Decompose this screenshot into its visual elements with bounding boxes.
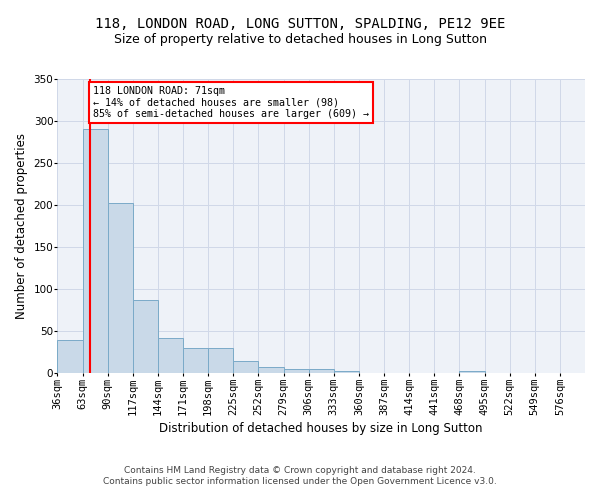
Bar xyxy=(58,340,83,374)
Bar xyxy=(334,371,359,374)
Text: 118, LONDON ROAD, LONG SUTTON, SPALDING, PE12 9EE: 118, LONDON ROAD, LONG SUTTON, SPALDING,… xyxy=(95,18,505,32)
Bar xyxy=(83,130,108,374)
Bar xyxy=(259,366,284,374)
Text: Contains public sector information licensed under the Open Government Licence v3: Contains public sector information licen… xyxy=(103,477,497,486)
Y-axis label: Number of detached properties: Number of detached properties xyxy=(15,133,28,319)
Bar xyxy=(208,348,233,374)
Text: Contains HM Land Registry data © Crown copyright and database right 2024.: Contains HM Land Registry data © Crown c… xyxy=(124,466,476,475)
Text: Size of property relative to detached houses in Long Sutton: Size of property relative to detached ho… xyxy=(113,32,487,46)
Bar xyxy=(158,338,183,374)
X-axis label: Distribution of detached houses by size in Long Sutton: Distribution of detached houses by size … xyxy=(160,422,483,435)
Text: 118 LONDON ROAD: 71sqm
← 14% of detached houses are smaller (98)
85% of semi-det: 118 LONDON ROAD: 71sqm ← 14% of detached… xyxy=(93,86,369,119)
Bar xyxy=(133,300,158,374)
Bar xyxy=(460,371,485,374)
Bar xyxy=(284,369,308,374)
Bar xyxy=(233,361,259,374)
Bar xyxy=(183,348,208,374)
Bar xyxy=(308,369,334,374)
Bar xyxy=(108,202,133,374)
